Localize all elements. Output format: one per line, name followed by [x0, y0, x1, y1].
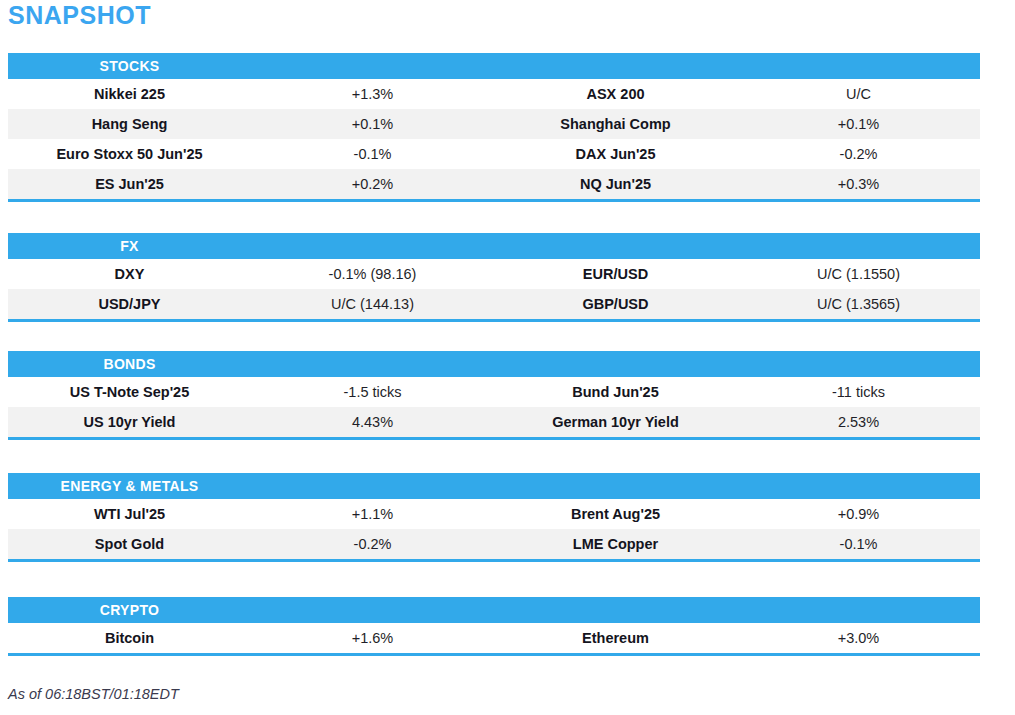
instrument-change: +0.9%	[737, 499, 980, 529]
instrument-label: Bitcoin	[8, 623, 251, 653]
section-header-stocks: STOCKS	[8, 53, 980, 79]
instrument-change: +3.0%	[737, 623, 980, 653]
section-bonds: BONDS US T-Note Sep'25 -1.5 ticks Bund J…	[8, 351, 980, 440]
section-title: ENERGY & METALS	[8, 473, 251, 499]
snapshot-page: SNAPSHOT STOCKS Nikkei 225 +1.3% ASX 200…	[0, 0, 1015, 715]
section-header-crypto: CRYPTO	[8, 597, 980, 623]
table-row: USD/JPY U/C (144.13) GBP/USD U/C (1.3565…	[8, 289, 980, 319]
table-row: WTI Jul'25 +1.1% Brent Aug'25 +0.9%	[8, 499, 980, 529]
instrument-label: Ethereum	[494, 623, 737, 653]
instrument-change: 4.43%	[251, 407, 494, 437]
instrument-change: +1.3%	[251, 79, 494, 109]
instrument-change: +0.1%	[251, 109, 494, 139]
instrument-label: Hang Seng	[8, 109, 251, 139]
table-row: Euro Stoxx 50 Jun'25 -0.1% DAX Jun'25 -0…	[8, 139, 980, 169]
instrument-change: U/C (144.13)	[251, 289, 494, 319]
section-energy-metals: ENERGY & METALS WTI Jul'25 +1.1% Brent A…	[8, 473, 980, 562]
instrument-change: -0.1%	[737, 529, 980, 559]
instrument-change: +0.2%	[251, 169, 494, 199]
instrument-change: -0.1%	[251, 139, 494, 169]
instrument-label: LME Copper	[494, 529, 737, 559]
instrument-change: +1.6%	[251, 623, 494, 653]
section-title: CRYPTO	[8, 597, 251, 623]
instrument-label: US T-Note Sep'25	[8, 377, 251, 407]
instrument-label: ES Jun'25	[8, 169, 251, 199]
instrument-label: WTI Jul'25	[8, 499, 251, 529]
table-row: Spot Gold -0.2% LME Copper -0.1%	[8, 529, 980, 559]
instrument-label: EUR/USD	[494, 259, 737, 289]
instrument-label: US 10yr Yield	[8, 407, 251, 437]
page-title: SNAPSHOT	[8, 1, 151, 30]
instrument-label: NQ Jun'25	[494, 169, 737, 199]
instrument-change: -1.5 ticks	[251, 377, 494, 407]
instrument-label: USD/JPY	[8, 289, 251, 319]
instrument-label: DXY	[8, 259, 251, 289]
instrument-label: Euro Stoxx 50 Jun'25	[8, 139, 251, 169]
section-crypto: CRYPTO Bitcoin +1.6% Ethereum +3.0%	[8, 597, 980, 656]
section-title: STOCKS	[8, 53, 251, 79]
instrument-label: Spot Gold	[8, 529, 251, 559]
instrument-label: GBP/USD	[494, 289, 737, 319]
instrument-change: +1.1%	[251, 499, 494, 529]
section-header-fx: FX	[8, 233, 980, 259]
instrument-label: Bund Jun'25	[494, 377, 737, 407]
section-stocks: STOCKS Nikkei 225 +1.3% ASX 200 U/C Hang…	[8, 53, 980, 202]
table-row: US 10yr Yield 4.43% German 10yr Yield 2.…	[8, 407, 980, 437]
instrument-label: German 10yr Yield	[494, 407, 737, 437]
instrument-label: Shanghai Comp	[494, 109, 737, 139]
instrument-change: -0.2%	[251, 529, 494, 559]
instrument-label: ASX 200	[494, 79, 737, 109]
timestamp-note: As of 06:18BST/01:18EDT	[8, 686, 179, 702]
section-title: FX	[8, 233, 251, 259]
instrument-change: U/C	[737, 79, 980, 109]
section-header-bonds: BONDS	[8, 351, 980, 377]
section-fx: FX DXY -0.1% (98.16) EUR/USD U/C (1.1550…	[8, 233, 980, 322]
instrument-change: -0.1% (98.16)	[251, 259, 494, 289]
instrument-change: +0.1%	[737, 109, 980, 139]
table-row: Nikkei 225 +1.3% ASX 200 U/C	[8, 79, 980, 109]
table-row: Bitcoin +1.6% Ethereum +3.0%	[8, 623, 980, 653]
instrument-change: +0.3%	[737, 169, 980, 199]
table-row: ES Jun'25 +0.2% NQ Jun'25 +0.3%	[8, 169, 980, 199]
instrument-change: -11 ticks	[737, 377, 980, 407]
instrument-label: DAX Jun'25	[494, 139, 737, 169]
table-row: Hang Seng +0.1% Shanghai Comp +0.1%	[8, 109, 980, 139]
instrument-label: Brent Aug'25	[494, 499, 737, 529]
table-row: US T-Note Sep'25 -1.5 ticks Bund Jun'25 …	[8, 377, 980, 407]
instrument-label: Nikkei 225	[8, 79, 251, 109]
instrument-change: U/C (1.3565)	[737, 289, 980, 319]
table-row: DXY -0.1% (98.16) EUR/USD U/C (1.1550)	[8, 259, 980, 289]
instrument-change: -0.2%	[737, 139, 980, 169]
instrument-change: U/C (1.1550)	[737, 259, 980, 289]
section-header-energy-metals: ENERGY & METALS	[8, 473, 980, 499]
section-title: BONDS	[8, 351, 251, 377]
instrument-change: 2.53%	[737, 407, 980, 437]
